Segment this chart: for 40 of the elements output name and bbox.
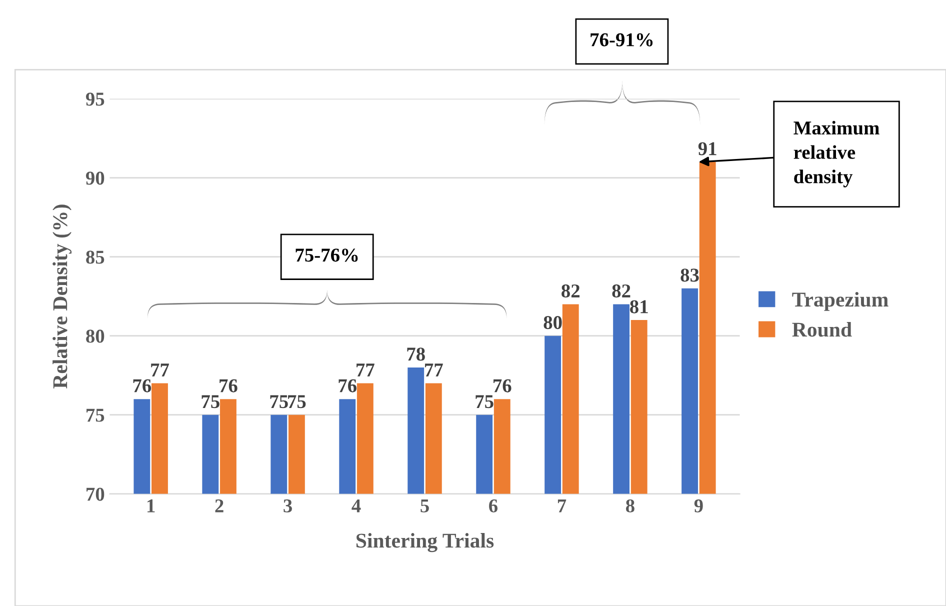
data-label: 91: [698, 142, 716, 156]
data-label: 82: [612, 284, 630, 298]
x-tick-label: 5: [420, 500, 429, 512]
y-tick-label: 90: [86, 172, 104, 185]
data-label: 80: [544, 316, 562, 330]
y-axis-title: Relative Density (%): [52, 204, 72, 389]
data-label: 82: [562, 284, 580, 298]
data-label: 76: [494, 379, 512, 392]
x-tick-label: 9: [694, 499, 703, 512]
data-label: 77: [356, 364, 374, 376]
x-tick-label: 8: [626, 499, 634, 512]
data-label: 77: [425, 364, 443, 376]
y-tick-label: 70: [86, 488, 104, 501]
legend-label: Trapezium: [792, 292, 888, 311]
data-label: 77: [151, 364, 169, 376]
data-label: 81: [630, 300, 648, 314]
x-tick-label: 2: [215, 499, 224, 512]
text: 76-91%: [590, 33, 653, 46]
legend-label: Round: [792, 322, 852, 337]
y-tick-label: 85: [86, 250, 104, 264]
annotation: Maximum relative density: [794, 120, 880, 188]
data-label: 83: [680, 268, 699, 282]
x-tick-label: 1: [148, 499, 155, 512]
data-label: 76: [133, 379, 152, 392]
data-label: 75: [270, 395, 288, 408]
data-label: 76: [338, 379, 357, 392]
data-label: 76: [220, 379, 238, 392]
data-label: 78: [407, 348, 425, 361]
y-tick-label: 75: [86, 408, 104, 422]
data-label: 75: [202, 395, 220, 408]
y-tick-label: 95: [86, 92, 104, 106]
data-label: 75: [288, 395, 306, 408]
x-axis-title: Sintering Trials: [356, 533, 494, 552]
x-tick-label: 7: [558, 500, 566, 512]
x-tick-label: 4: [352, 499, 361, 512]
y-tick-label: 80: [86, 330, 104, 343]
annotation: 75-76%: [296, 248, 358, 262]
x-tick-label: 6: [489, 499, 498, 512]
x-tick-label: 3: [284, 499, 292, 512]
data-label: 75: [476, 395, 494, 408]
